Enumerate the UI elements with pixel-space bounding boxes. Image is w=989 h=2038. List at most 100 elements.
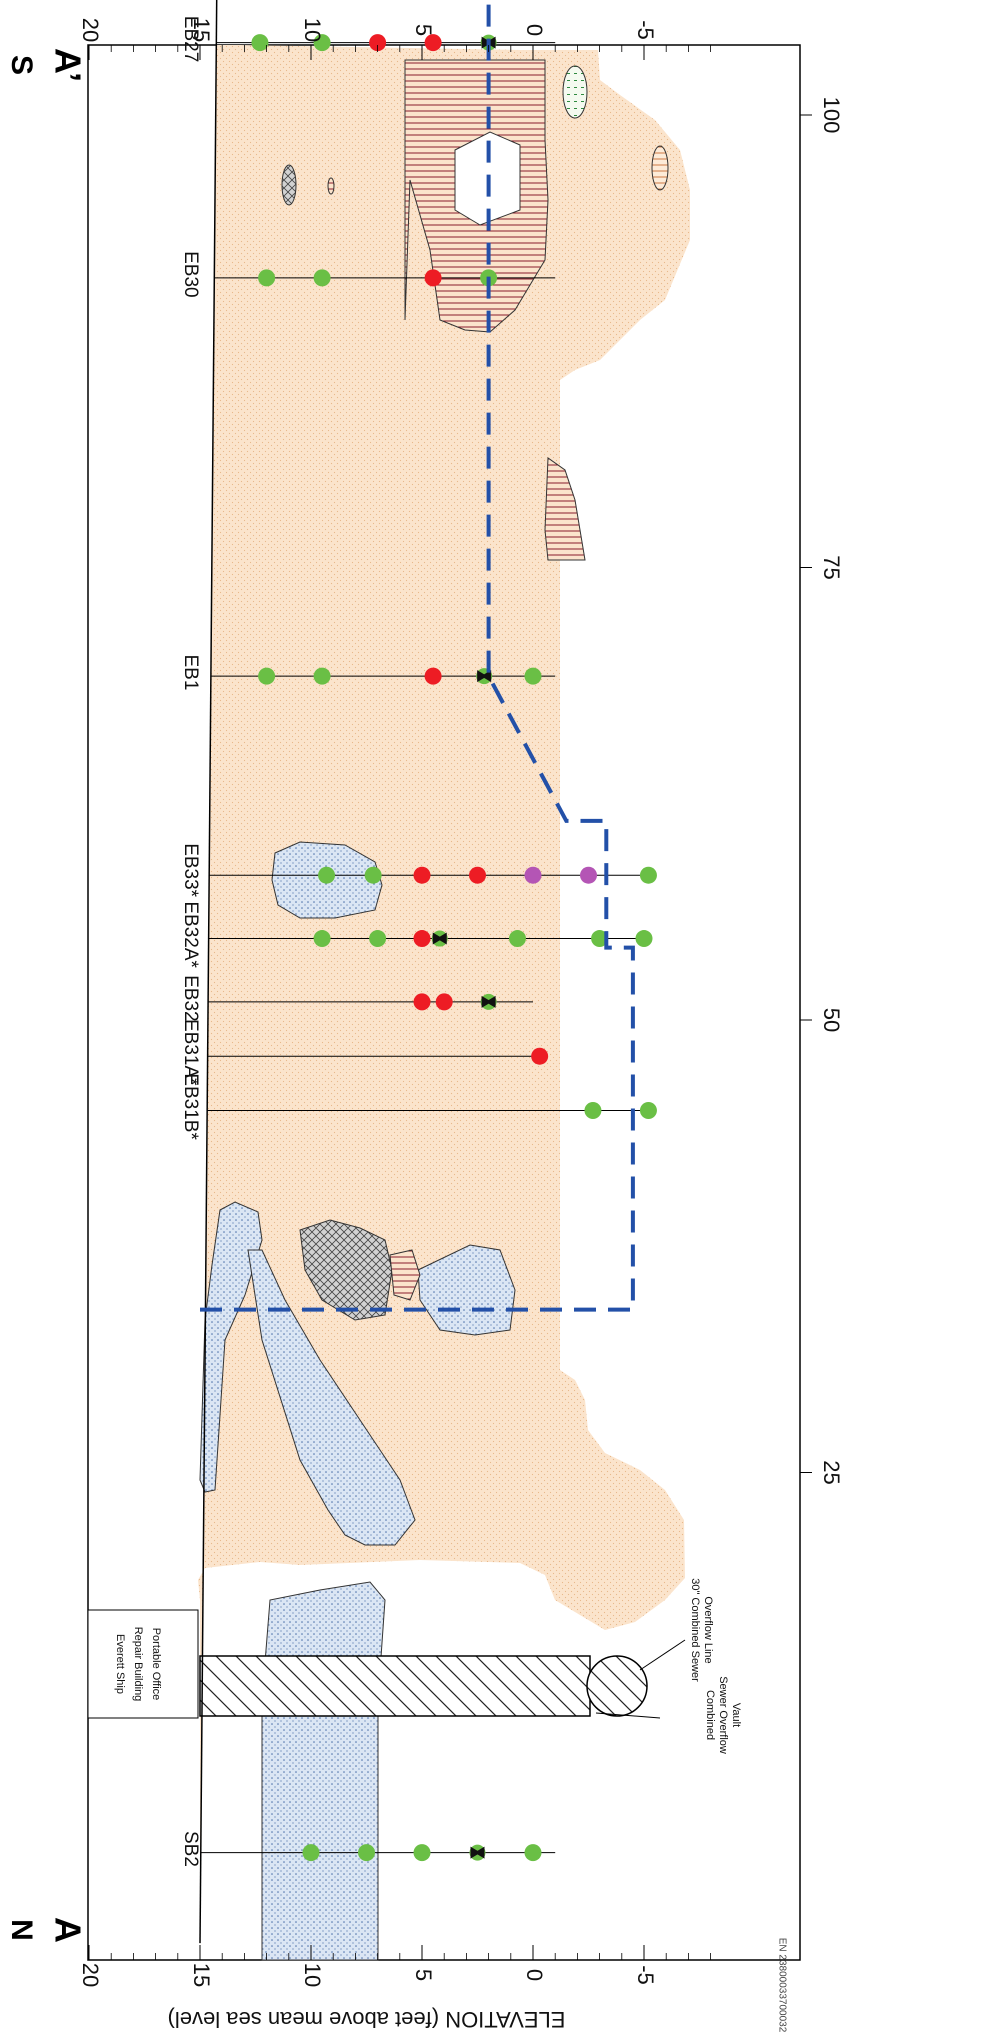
sample-dot bbox=[524, 667, 542, 685]
vault-label: Sewer Overflow bbox=[717, 1676, 729, 1754]
end-left-letter: A bbox=[47, 1917, 88, 1943]
elev-tick-label-top: 15 bbox=[189, 18, 214, 42]
sample-dot bbox=[508, 930, 526, 948]
dist-tick-label: 50 bbox=[819, 1008, 844, 1032]
boring-sb2: SB2 bbox=[180, 1831, 556, 1867]
elev-tick-label-bottom: 10 bbox=[300, 1963, 325, 1987]
sample-dot bbox=[313, 930, 331, 948]
boring-label: SB2 bbox=[180, 1831, 201, 1867]
boring-eb30: EB30 bbox=[180, 251, 556, 298]
fill-orange-lens bbox=[651, 145, 669, 191]
fill-red-eb16 bbox=[544, 457, 586, 561]
boring-label: EB32 bbox=[180, 975, 201, 1021]
boundary-line bbox=[200, 0, 635, 1312]
elev-tick-label-top: 0 bbox=[522, 24, 547, 36]
sample-dot bbox=[580, 866, 597, 884]
sample-dot bbox=[358, 1844, 375, 1862]
sewer-line bbox=[586, 1655, 648, 1717]
vault-leader bbox=[595, 1712, 661, 1719]
elev-tick-label-top: 5 bbox=[411, 24, 436, 36]
boring-label: EB31A* bbox=[180, 1019, 201, 1086]
boring-label: EB30 bbox=[180, 251, 201, 297]
sewer-label: 30" Combined Sewer bbox=[689, 1578, 701, 1682]
end-right-letter: A’ bbox=[47, 48, 88, 82]
vault-label: Vault bbox=[730, 1703, 742, 1727]
sample-dot bbox=[584, 1102, 602, 1119]
fill-blue-eb33 bbox=[199, 1201, 263, 1493]
fill-blue-eb32 bbox=[417, 1244, 516, 1336]
boring-label: EB33* bbox=[180, 843, 201, 897]
boring-eb33-star: EB33* bbox=[180, 843, 657, 898]
sample-dot bbox=[639, 1102, 657, 1119]
elev-tick-label-bottom: 0 bbox=[522, 1969, 547, 1981]
sample-dot bbox=[524, 1844, 542, 1862]
boring-label: EB31B* bbox=[180, 1073, 201, 1140]
sewer-leader bbox=[639, 1639, 686, 1671]
sample-dot bbox=[302, 1844, 320, 1862]
sample-dot bbox=[369, 930, 387, 948]
sewer-label: Overflow Line bbox=[702, 1596, 714, 1663]
elev-axis-title: ELEVATION (feet above mean sea level) bbox=[168, 2007, 566, 2032]
sample-triangle-b bbox=[481, 670, 492, 683]
sample-dot bbox=[413, 930, 431, 948]
sample-triangle-b bbox=[485, 995, 496, 1008]
elev-tick-label-top: 10 bbox=[300, 18, 325, 42]
elev-tick-label-bottom: 5 bbox=[411, 1969, 436, 1981]
fill-blue-eb33-b bbox=[247, 1249, 416, 1546]
sample-dot bbox=[639, 866, 657, 884]
dist-tick-label: 25 bbox=[819, 1460, 844, 1484]
sample-dot bbox=[424, 667, 442, 685]
sample-triangle-b bbox=[474, 1846, 485, 1859]
fill-blue-sb2 bbox=[261, 1581, 386, 1961]
sample-dot bbox=[364, 866, 382, 884]
elev-tick-label-top: -5 bbox=[633, 20, 658, 40]
boring-label: EB27 bbox=[180, 16, 201, 62]
dist-tick-label: 75 bbox=[819, 555, 844, 579]
borings: SB2 EB31B*EB31A*EB32 EB32A* EB33* EB1 EB30 EB2… bbox=[180, 16, 657, 1867]
fill-cross-lens bbox=[281, 164, 297, 206]
fill-red-eb32 bbox=[389, 1249, 421, 1301]
sample-dot bbox=[369, 34, 387, 52]
boring-label: EB32A* bbox=[180, 901, 201, 968]
sample-dot bbox=[435, 993, 453, 1011]
building-label: Portable Office bbox=[150, 1628, 162, 1701]
end-left-dir: N bbox=[5, 1919, 38, 1941]
boring-label: EB1 bbox=[180, 655, 201, 691]
ground-line bbox=[199, 0, 218, 1944]
elev-tick-label-top: 20 bbox=[78, 18, 103, 42]
sample-dot bbox=[524, 866, 542, 884]
elev-tick-label-bottom: 20 bbox=[78, 1963, 103, 1987]
sample-dot bbox=[313, 34, 331, 52]
axes: 2020151510105500-5-525507510012515017520… bbox=[78, 18, 844, 2032]
fill-green-lens bbox=[562, 65, 588, 119]
fill-red-lens bbox=[327, 177, 335, 195]
dist-tick-label: 100 bbox=[819, 97, 844, 134]
building-label: Repair Building bbox=[132, 1627, 144, 1702]
boring-eb32a-star: EB32A* bbox=[180, 901, 653, 969]
fill-crosshatch-eb32 bbox=[299, 1219, 393, 1321]
sample-dot bbox=[313, 667, 331, 685]
elev-tick-label-bottom: -5 bbox=[633, 1965, 658, 1985]
boring-eb1: EB1 bbox=[180, 655, 556, 691]
sewer-vault bbox=[199, 1655, 591, 1717]
sample-dot bbox=[258, 667, 276, 685]
sample-triangle-b bbox=[436, 932, 447, 945]
boring-eb31b-star: EB31B* bbox=[180, 1073, 657, 1140]
dashed-boundary bbox=[200, 0, 635, 1312]
sample-dot bbox=[469, 866, 486, 884]
sample-dot bbox=[424, 34, 442, 52]
vault-label: Combined bbox=[704, 1690, 716, 1740]
sample-dot bbox=[413, 993, 431, 1011]
ground-surface bbox=[199, 0, 218, 1944]
sample-dot bbox=[313, 269, 331, 287]
sample-dot bbox=[591, 930, 609, 948]
elev-tick-label-bottom: 15 bbox=[189, 1963, 214, 1987]
boring-eb31a-star: EB31A* bbox=[180, 1019, 549, 1086]
building-label: Everett Ship bbox=[114, 1634, 126, 1694]
sample-dot bbox=[413, 1844, 431, 1862]
sample-dot bbox=[318, 866, 336, 884]
boring-eb32: EB32 bbox=[180, 975, 533, 1022]
sample-dot bbox=[424, 269, 442, 287]
structures bbox=[199, 1655, 648, 1717]
